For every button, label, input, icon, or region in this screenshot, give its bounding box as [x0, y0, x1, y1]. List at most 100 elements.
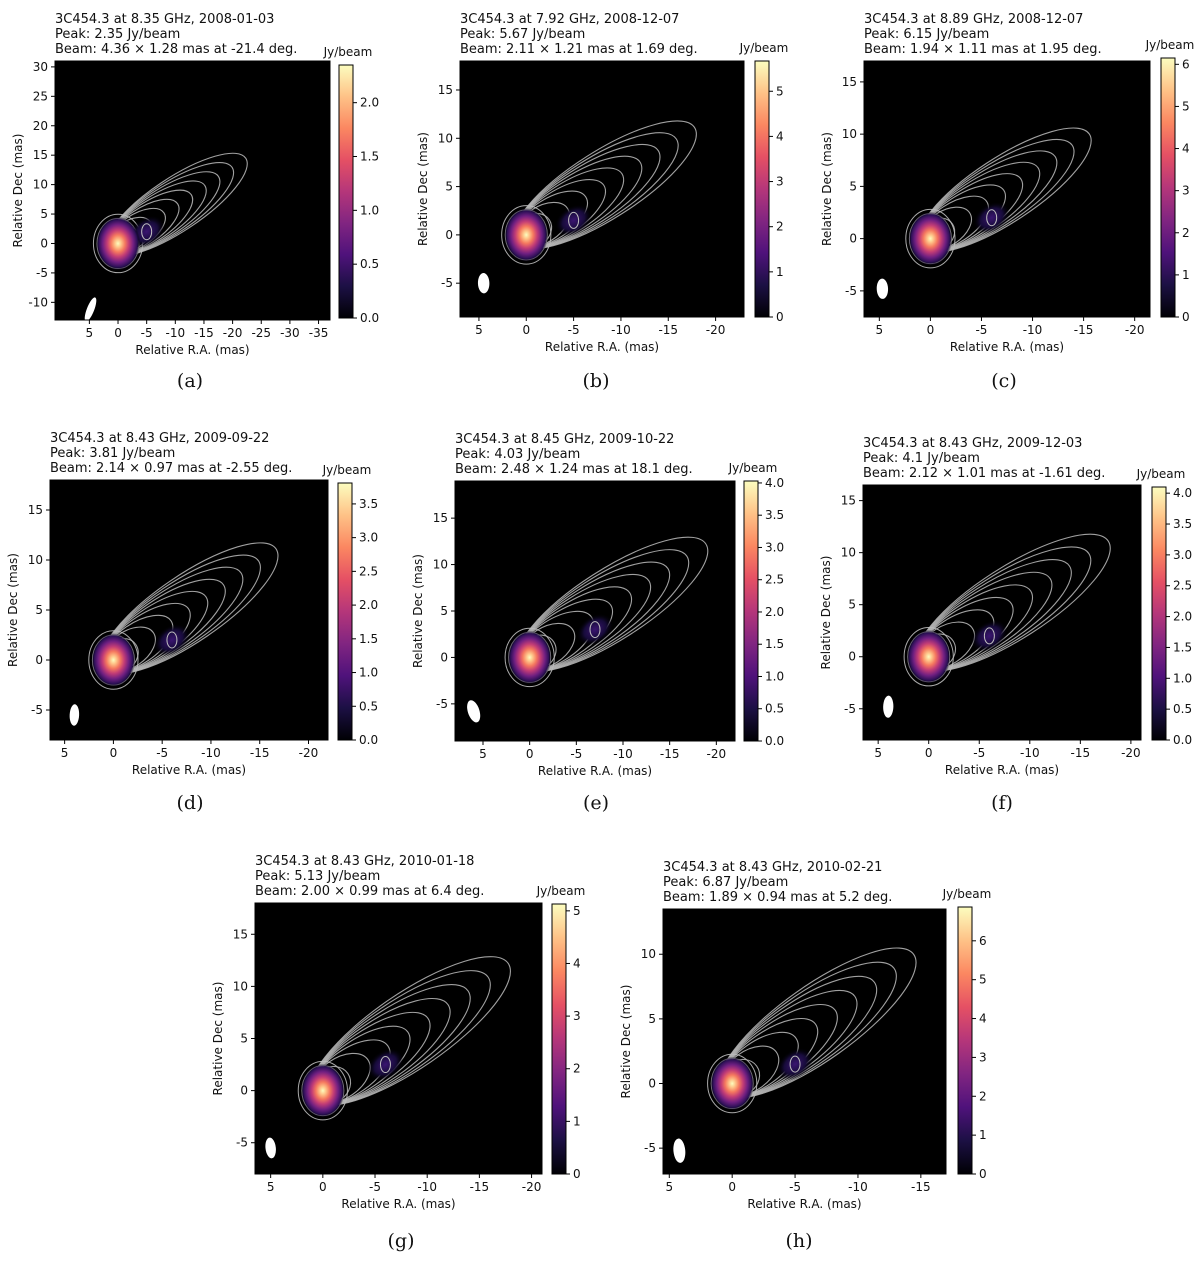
colorbar-tick-label: 3.0	[359, 531, 378, 545]
image-content	[467, 536, 709, 723]
y-tick-label: 0	[40, 236, 48, 250]
x-tick-label: -5	[141, 326, 153, 340]
colorbar-label: Jy/beam	[1145, 38, 1195, 52]
x-axis-label: Relative R.A. (mas)	[950, 340, 1064, 354]
colorbar-tick-label: 1	[1182, 268, 1190, 282]
colorbar-tick-label: 5	[1182, 99, 1190, 113]
x-tick-label: -20	[1121, 746, 1141, 760]
image-content	[883, 533, 1111, 718]
x-tick-label: -5	[570, 747, 582, 761]
image-background	[864, 61, 1150, 317]
y-tick-label: -5	[436, 697, 448, 711]
x-tick-label: -10	[848, 1180, 868, 1194]
colorbar-tick-label: 2	[1182, 226, 1190, 240]
jet-knot-emission	[576, 613, 614, 646]
panel-title-line1: 3C454.3 at 8.43 GHz, 2010-02-21	[663, 860, 882, 875]
knot-contour	[568, 211, 580, 229]
colorbar-tick-label: 2.0	[360, 96, 379, 110]
x-tick-label: 5	[874, 746, 882, 760]
x-tick-label: -15	[660, 747, 680, 761]
jet-knot-emission	[367, 1048, 404, 1081]
colorbar	[551, 903, 567, 1175]
axes-frame	[459, 60, 745, 318]
colorbar-tick-label: 1.5	[359, 632, 378, 646]
colorbar-tick-label: 0	[979, 1167, 987, 1181]
x-axis-label: Relative R.A. (mas)	[945, 763, 1059, 777]
colorbar-tick-label: 0.0	[360, 311, 379, 325]
colorbar-tick-label: 3.5	[1173, 517, 1192, 531]
colorbar	[754, 60, 770, 318]
panel-peak-label: Peak: 3.81 Jy/beam	[50, 446, 175, 461]
knot-contour	[789, 1055, 801, 1073]
y-axis-label: Relative Dec (mas)	[416, 132, 430, 246]
panel-beam-label: Beam: 2.14 × 0.97 mas at -2.55 deg.	[50, 461, 292, 476]
core-contour	[297, 1060, 348, 1121]
panel-beam-label: Beam: 2.12 × 1.01 mas at -1.61 deg.	[863, 466, 1105, 481]
y-tick-label: 20	[33, 119, 48, 133]
colorbar-tick-label: 1.5	[360, 150, 379, 164]
x-tick-label: -10	[613, 747, 633, 761]
y-axis-label: Relative Dec (mas)	[819, 556, 833, 670]
colorbar-tick-label: 4	[573, 956, 581, 970]
colorbar-tick-label: 2.5	[1173, 579, 1192, 593]
y-tick-label: -5	[844, 702, 856, 716]
panel-peak-label: Peak: 2.35 Jy/beam	[55, 27, 180, 42]
jet-knot-emission	[153, 623, 191, 657]
colorbar	[1151, 486, 1167, 741]
y-axis-label: Relative Dec (mas)	[820, 132, 834, 246]
colorbar-tick-label: 4	[1182, 142, 1190, 156]
image-content	[265, 956, 511, 1159]
x-tick-label: -15	[250, 746, 270, 760]
core-contour	[707, 1053, 758, 1114]
colorbar-tick-label: 0.5	[1173, 702, 1192, 716]
y-tick-label: 5	[35, 603, 43, 617]
x-tick-label: -5	[973, 746, 985, 760]
x-tick-label: -20	[299, 746, 319, 760]
colorbar-tick-label: 3.0	[1173, 548, 1192, 562]
core-emission	[91, 633, 136, 687]
colorbar-tick-label: 0	[573, 1167, 581, 1181]
y-tick-label: 10	[433, 558, 448, 572]
beam-ellipse	[876, 278, 889, 299]
x-tick-label: -20	[706, 323, 726, 337]
x-tick-label: -15	[470, 1180, 490, 1194]
knot-contour	[589, 621, 601, 639]
x-tick-label: -30	[280, 326, 300, 340]
image-background	[663, 909, 946, 1174]
y-tick-label: 5	[240, 1032, 248, 1046]
y-tick-label: -5	[236, 1136, 248, 1150]
x-tick-label: -10	[417, 1180, 437, 1194]
y-tick-label: 15	[33, 148, 48, 162]
knot-contour	[166, 631, 178, 649]
colorbar-tick-label: 0.5	[360, 257, 379, 271]
colorbar-tick-label: 1.0	[765, 669, 784, 683]
colorbar-tick-label: 6	[979, 934, 987, 948]
y-axis-label: Relative Dec (mas)	[211, 982, 225, 1096]
colorbar-tick-label: 3.0	[765, 540, 784, 554]
image-content	[673, 947, 917, 1163]
y-tick-label: 10	[841, 546, 856, 560]
panel-caption: (f)	[991, 792, 1013, 814]
panel-beam-label: Beam: 2.00 × 0.99 mas at 6.4 deg.	[255, 884, 484, 899]
core-contour	[903, 627, 954, 687]
x-axis-label: Relative R.A. (mas)	[132, 763, 246, 777]
colorbar-tick-label: 0.0	[765, 734, 784, 748]
y-tick-label: 5	[848, 598, 856, 612]
y-tick-label: -5	[441, 276, 453, 290]
x-tick-label: 5	[665, 1180, 673, 1194]
colorbar-tick-label: 3	[776, 175, 784, 189]
x-tick-label: 5	[479, 747, 487, 761]
x-tick-label: -10	[201, 746, 221, 760]
y-tick-label: 0	[848, 650, 856, 664]
y-tick-label: 10	[438, 131, 453, 145]
panel-peak-label: Peak: 4.1 Jy/beam	[863, 451, 980, 466]
x-tick-label: -5	[156, 746, 168, 760]
colorbar-tick-label: 2.5	[359, 564, 378, 578]
colorbar-tick-label: 1.5	[1173, 640, 1192, 654]
panel-caption: (a)	[177, 370, 203, 392]
colorbar-tick-label: 5	[979, 973, 987, 987]
panel-title-line1: 3C454.3 at 8.35 GHz, 2008-01-03	[55, 12, 274, 27]
colorbar-tick-label: 3	[573, 1009, 581, 1023]
colorbar-tick-label: 4.0	[765, 476, 784, 490]
x-tick-label: 5	[267, 1180, 275, 1194]
